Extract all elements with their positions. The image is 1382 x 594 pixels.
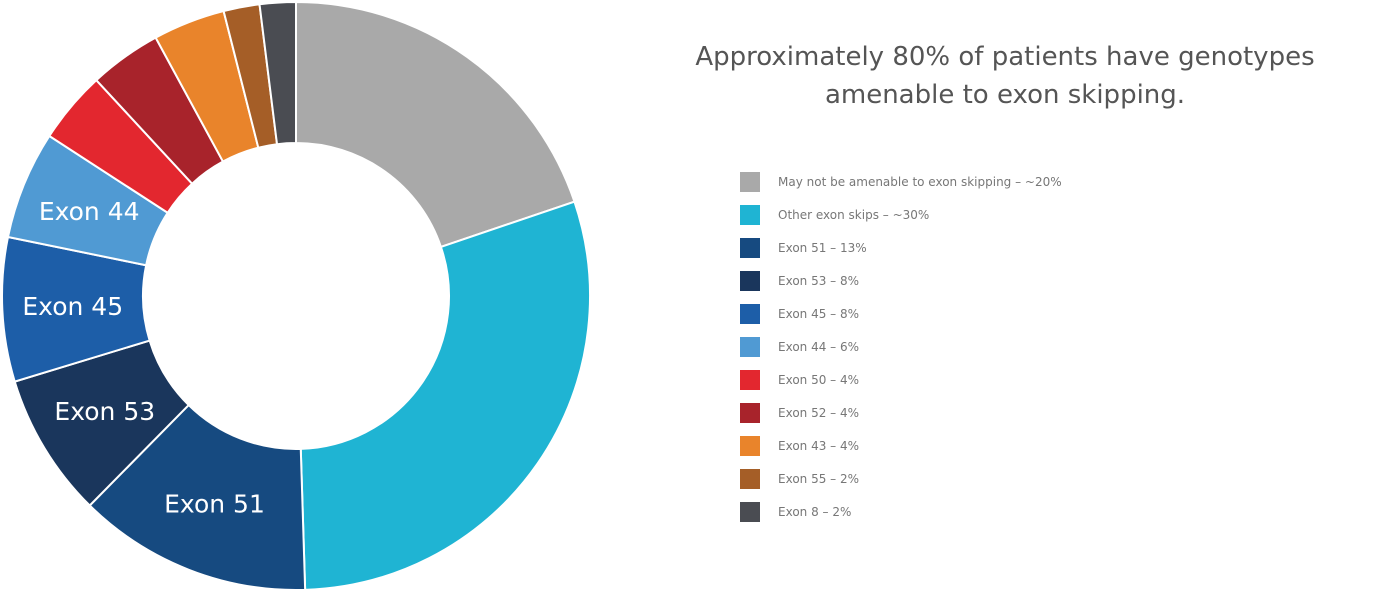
donut-slices [1,0,591,591]
legend-swatch [740,171,760,192]
legend-label: Exon 45 – 8% [778,306,860,321]
legend-swatch [740,468,760,489]
legend-swatch [740,303,760,324]
donut-slice-0 [295,0,576,249]
legend-item: Exon 51 – 13% [740,231,1062,264]
legend-swatch [740,336,760,357]
legend-label: Exon 51 – 13% [778,240,867,255]
legend-item: May not be amenable to exon skipping – ~… [740,165,1062,198]
legend-label: Exon 43 – 4% [778,438,860,453]
donut-slice-labels: Exon 51 Exon 53 Exon 45 Exon 44 [22,197,264,519]
donut-chart: Exon 51 Exon 53 Exon 45 Exon 44 [1,0,591,591]
legend-swatch [740,237,760,258]
legend-label: May not be amenable to exon skipping – ~… [778,174,1062,189]
legend-item: Exon 8 – 2% [740,495,1062,528]
legend-swatch [740,435,760,456]
legend-item: Exon 52 – 4% [740,396,1062,429]
donut-slice-1 [299,200,591,591]
chart-legend: May not be amenable to exon skipping – ~… [740,165,1062,528]
legend-swatch [740,402,760,423]
legend-item: Exon 50 – 4% [740,363,1062,396]
legend-label: Exon 44 – 6% [778,339,860,354]
slice-label-exon-44: Exon 44 [39,197,140,226]
legend-label: Exon 50 – 4% [778,372,860,387]
legend-item: Exon 45 – 8% [740,297,1062,330]
slice-label-exon-53: Exon 53 [54,397,155,426]
legend-label: Exon 52 – 4% [778,405,860,420]
legend-swatch [740,270,760,291]
legend-item: Exon 53 – 8% [740,264,1062,297]
slice-label-exon-45: Exon 45 [22,292,123,321]
legend-item: Exon 55 – 2% [740,462,1062,495]
legend-swatch [740,369,760,390]
slice-label-exon-51: Exon 51 [164,490,265,519]
legend-label: Exon 55 – 2% [778,471,860,486]
legend-label: Other exon skips – ~30% [778,207,930,222]
legend-label: Exon 8 – 2% [778,504,852,519]
legend-swatch [740,204,760,225]
legend-item: Exon 43 – 4% [740,429,1062,462]
donut-slice-10 [258,0,297,146]
legend-label: Exon 53 – 8% [778,273,860,288]
legend-item: Other exon skips – ~30% [740,198,1062,231]
chart-title: Approximately 80% of patients have genot… [695,42,1315,110]
legend-item: Exon 44 – 6% [740,330,1062,363]
legend-swatch [740,501,760,522]
